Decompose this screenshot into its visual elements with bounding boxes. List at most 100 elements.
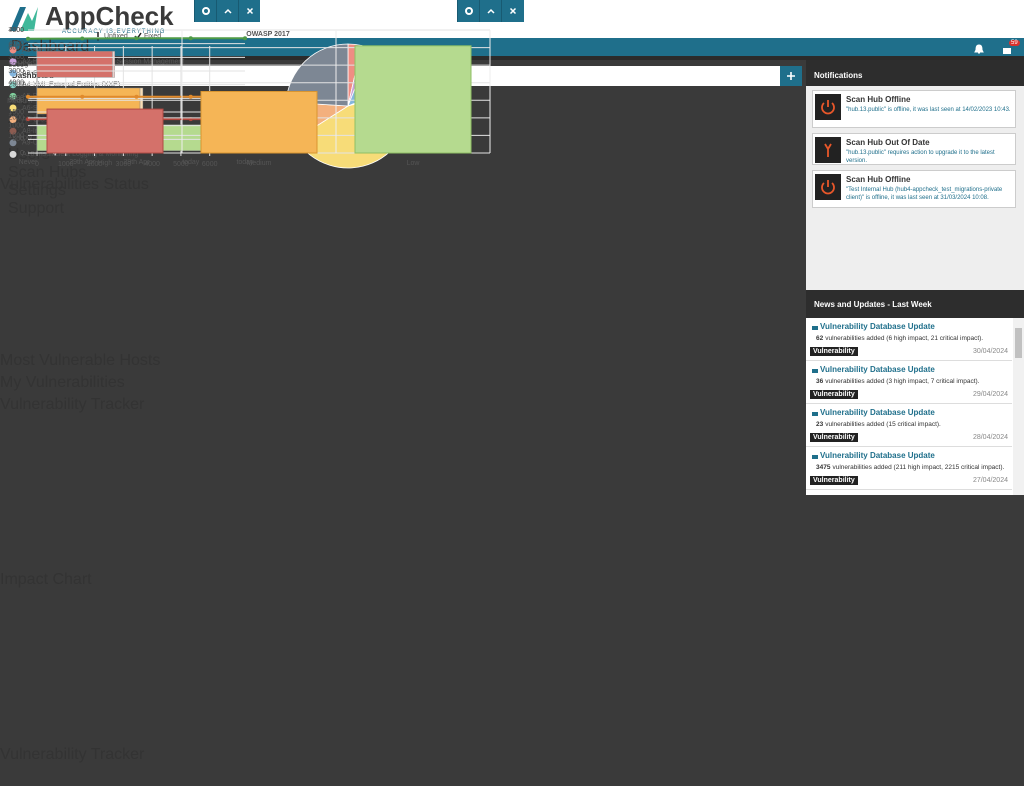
panel-title: Vulnerabilities Status xyxy=(0,176,149,193)
bar-segment xyxy=(112,51,115,78)
scrollbar[interactable] xyxy=(1013,318,1024,495)
legend-label: Fixed xyxy=(144,33,161,40)
legend-swatch xyxy=(9,139,17,147)
legend-swatch xyxy=(9,81,17,89)
legend-swatch xyxy=(9,116,17,124)
news-count: 3475 xyxy=(816,464,831,471)
legend-label: A10-Insufficient Logging & Monitoring xyxy=(22,151,138,158)
nav-item[interactable]: Scan Hubs xyxy=(0,164,1024,182)
point xyxy=(134,94,139,99)
nav-label: Dashboard xyxy=(11,38,90,55)
nav-label: Settings xyxy=(8,182,66,199)
bar xyxy=(46,108,164,154)
x-tick-label: 1000 xyxy=(58,161,74,168)
logo: AppCheck xyxy=(45,1,174,31)
x-tick-label: High xyxy=(98,160,113,167)
y-tick-label: Low xyxy=(19,135,33,142)
news-text: vulnerabilities added (15 critical impac… xyxy=(825,421,941,428)
x-tick-label: 6000 xyxy=(202,161,218,168)
y-tick-label: 0 xyxy=(20,150,24,157)
y-tick-label: 4000 xyxy=(8,41,24,48)
panel: Most Vulnerable Hosts xyxy=(0,0,260,374)
y-tick-label: 6000 xyxy=(8,44,24,51)
nav-item[interactable]: Dashboard xyxy=(0,38,1024,56)
icon xyxy=(465,7,473,15)
news-title: News and Updates - Last Week xyxy=(814,300,932,309)
news-count: 62 xyxy=(816,335,824,342)
x-tick-label: Medium xyxy=(247,160,272,167)
panel-button[interactable] xyxy=(238,0,260,22)
lock-icon xyxy=(812,412,818,416)
notification[interactable]: Scan Hub Offline "hub.13.public" is offli… xyxy=(812,90,1016,128)
icon xyxy=(812,412,818,416)
icon xyxy=(202,7,210,15)
logo-icon xyxy=(10,7,38,31)
y-tick-label: 4000 xyxy=(8,80,24,87)
news-line: 62 vulnerabilities added (6 high impact, … xyxy=(816,335,983,342)
y-tick-label: 1000 xyxy=(8,132,24,139)
notification-text: "Test Internal Hub (hub4-appcheck_test_m… xyxy=(846,187,1003,201)
add-button[interactable] xyxy=(780,66,802,86)
lock-icon xyxy=(812,326,818,330)
y-tick-label: 3500 xyxy=(8,54,24,61)
bar xyxy=(354,45,472,154)
notification[interactable]: Scan Hub Out Of Date "hub.13.public" requ… xyxy=(812,133,1016,165)
panel-title: My Vulnerabilities xyxy=(0,374,125,391)
nav-label: Support xyxy=(8,200,65,217)
notification-icon xyxy=(815,137,841,163)
panel-button[interactable] xyxy=(194,0,216,22)
nav-item[interactable]: Settings xyxy=(0,182,1024,200)
y-tick-label: 5000 xyxy=(8,62,24,69)
x-tick-label: Never xyxy=(19,159,38,166)
notification-title: Scan Hub Offline xyxy=(846,95,911,104)
point xyxy=(80,36,85,41)
news-item[interactable]: Vulnerability Database Update 3475 vulnera… xyxy=(806,447,1012,490)
y-tick-label: 7000 xyxy=(8,27,24,34)
nav-item[interactable]: Support xyxy=(0,200,1024,218)
news-item[interactable]: Vulnerability Database Update 62 vulnerabi… xyxy=(806,318,1012,361)
notification-text: "hub.13.public" is offline, it was last … xyxy=(846,107,1011,113)
x-tick-label: 2000 xyxy=(87,161,103,168)
notification[interactable]: Scan Hub Offline "Test Internal Hub (hub4… xyxy=(812,170,1016,208)
scroll-thumb[interactable] xyxy=(1015,328,1022,358)
tagline: ACCURACY IS EVERYTHING xyxy=(62,29,166,35)
bell-icon[interactable] xyxy=(974,44,984,54)
x-tick-label: 29th Apr xyxy=(123,159,150,166)
point xyxy=(188,94,193,99)
panel-button[interactable] xyxy=(216,0,238,22)
tasks-icon[interactable] xyxy=(1003,46,1012,54)
x-tick-label: 5000 xyxy=(173,161,189,168)
panel-button[interactable] xyxy=(457,0,479,22)
icon xyxy=(821,180,835,195)
x-tick-label: 4000 xyxy=(144,161,160,168)
panel-button[interactable] xyxy=(501,0,523,22)
news-text: vulnerabilities added (211 high impact, … xyxy=(832,464,1005,471)
icon xyxy=(821,100,835,115)
panel: Vulnerability Tracker xyxy=(0,0,523,786)
notification-icon xyxy=(815,94,841,120)
news-line: 23 vulnerabilities added (15 critical imp… xyxy=(816,421,941,428)
y-tick-label: 2000 xyxy=(8,115,24,122)
icon xyxy=(509,7,517,15)
y-tick-label: 0 xyxy=(20,150,24,157)
news-line: 36 vulnerabilities added (3 high impact, … xyxy=(816,378,980,385)
y-tick-label: 500 xyxy=(12,136,24,143)
icon xyxy=(824,143,832,157)
news-date: 29/04/2024 xyxy=(972,391,1008,398)
icon xyxy=(812,369,818,373)
news-date: 27/04/2024 xyxy=(972,477,1008,484)
news-title: Vulnerability Database Update xyxy=(820,451,935,460)
news-item[interactable]: Vulnerability Database Update 36 vulnerabi… xyxy=(806,361,1012,404)
lock-icon xyxy=(812,369,818,373)
y-tick-label: 1000 xyxy=(8,123,24,130)
chart-title: OWASP 2017 xyxy=(246,31,290,38)
x-tick-label: 0 xyxy=(35,161,39,168)
dashboard-title: Dashboard xyxy=(12,71,54,80)
news-count: 23 xyxy=(816,421,824,428)
y-tick-label: 4500 xyxy=(8,27,24,34)
panel-button[interactable] xyxy=(479,0,501,22)
icon xyxy=(487,8,495,14)
icon xyxy=(246,7,254,15)
x-tick-label: Low xyxy=(407,160,421,167)
news-item[interactable]: Vulnerability Database Update 23 vulnerabi… xyxy=(806,404,1012,447)
